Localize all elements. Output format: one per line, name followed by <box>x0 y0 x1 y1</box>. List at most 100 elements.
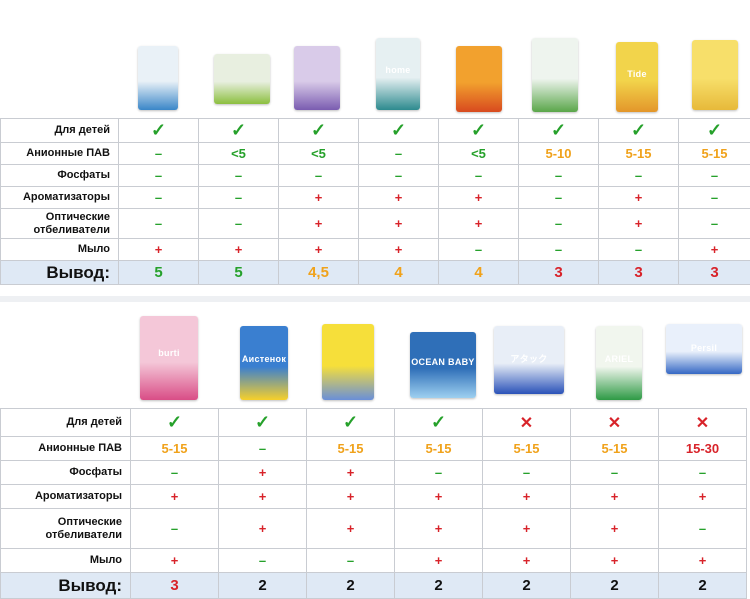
row-label: Мыло <box>1 549 131 573</box>
product-brand-label: Tide <box>616 69 658 79</box>
check-icon: ✓ <box>391 120 406 140</box>
cell-value: + <box>259 521 267 536</box>
product-brand-label: アタック <box>494 352 564 365</box>
table-cell: – <box>519 165 599 187</box>
check-icon: ✓ <box>431 412 446 432</box>
table-cell: 5-15 <box>483 437 571 461</box>
check-icon: ✓ <box>631 120 646 140</box>
table-cell: 3 <box>599 261 679 285</box>
cell-value: 2 <box>610 577 618 594</box>
table-cell: + <box>119 239 199 261</box>
table-cell: + <box>279 239 359 261</box>
table-cell: + <box>599 209 679 239</box>
table-cell: 2 <box>659 573 747 599</box>
cell-value: + <box>523 489 531 504</box>
table-cell: 2 <box>571 573 659 599</box>
table-cell: ✕ <box>659 409 747 437</box>
product-package-image <box>456 46 502 112</box>
cell-value: + <box>635 190 643 205</box>
cell-value: <5 <box>311 146 326 161</box>
table-cell: – <box>519 239 599 261</box>
product-brand-label: Persil <box>666 343 742 353</box>
row-label: Анионные ПАВ <box>1 437 131 461</box>
table-row: Оптические отбеливатели––+++–+– <box>1 209 750 239</box>
check-icon: ✓ <box>167 412 182 432</box>
product-package-image: Аистенок <box>240 326 288 400</box>
table-cell: + <box>279 209 359 239</box>
table-cell: 5-15 <box>599 143 679 165</box>
table-cell: ✓ <box>679 119 750 143</box>
cell-value: – <box>395 146 402 161</box>
product-brand-label: OCEAN BABY <box>410 357 476 367</box>
table-cell: – <box>483 461 571 485</box>
cell-value: – <box>475 168 482 183</box>
table-row: Оптические отбеливатели–+++++– <box>1 509 747 549</box>
table-cell: 5-15 <box>679 143 750 165</box>
cell-value: – <box>611 465 618 480</box>
cell-value: – <box>523 465 530 480</box>
cross-icon: ✕ <box>608 415 621 432</box>
top-strip <box>0 0 750 12</box>
cell-value: 5-15 <box>601 441 627 456</box>
table-cell: + <box>131 549 219 573</box>
cross-icon: ✕ <box>520 415 533 432</box>
cell-value: – <box>711 190 718 205</box>
cell-value: – <box>699 521 706 536</box>
cell-value: + <box>611 553 619 568</box>
cell-value: + <box>235 242 243 257</box>
table-cell: + <box>307 485 395 509</box>
cell-value: + <box>699 553 707 568</box>
cell-value: – <box>555 242 562 257</box>
table-cell: – <box>679 209 750 239</box>
cell-value: + <box>711 242 719 257</box>
product-package-image: OCEAN BABY <box>410 332 476 398</box>
cell-value: + <box>171 489 179 504</box>
product-package-image <box>692 40 738 110</box>
table-cell: – <box>679 187 750 209</box>
product-brand-label: burti <box>140 348 198 358</box>
cross-icon: ✕ <box>696 415 709 432</box>
table-cell: ✕ <box>483 409 571 437</box>
cell-value: – <box>635 242 642 257</box>
table-cell: – <box>359 143 439 165</box>
table-cell: + <box>395 549 483 573</box>
table-cell: – <box>307 549 395 573</box>
cell-value: 5-15 <box>701 146 727 161</box>
product-package-image <box>322 324 374 400</box>
cell-value: – <box>235 190 242 205</box>
table-cell: + <box>439 187 519 209</box>
row-label: Оптические отбеливатели <box>1 509 131 549</box>
cell-value: + <box>475 216 483 231</box>
table-cell: – <box>599 165 679 187</box>
table-cell: 5-15 <box>307 437 395 461</box>
cell-value: – <box>171 521 178 536</box>
table-cell: – <box>219 437 307 461</box>
table-cell: – <box>119 187 199 209</box>
cell-value: – <box>315 168 322 183</box>
table-cell: + <box>219 485 307 509</box>
product-package-image <box>214 54 270 104</box>
table-cell: – <box>519 209 599 239</box>
table-cell: – <box>571 461 659 485</box>
check-icon: ✓ <box>343 412 358 432</box>
cell-value: – <box>711 216 718 231</box>
table-cell: + <box>571 549 659 573</box>
cell-value: – <box>435 465 442 480</box>
cell-value: 5-15 <box>625 146 651 161</box>
table-cell: – <box>199 209 279 239</box>
cell-value: + <box>435 521 443 536</box>
table-cell: ✓ <box>131 409 219 437</box>
row-label: Ароматизаторы <box>1 485 131 509</box>
product-package-image: Tide <box>616 42 658 112</box>
table-cell: + <box>307 509 395 549</box>
product-package-image: home <box>376 38 420 110</box>
cell-value: 2 <box>258 577 266 594</box>
row-label: Фосфаты <box>1 165 119 187</box>
cell-value: 5 <box>154 264 162 281</box>
cell-value: + <box>611 521 619 536</box>
table-cell: + <box>279 187 359 209</box>
cell-value: + <box>395 216 403 231</box>
